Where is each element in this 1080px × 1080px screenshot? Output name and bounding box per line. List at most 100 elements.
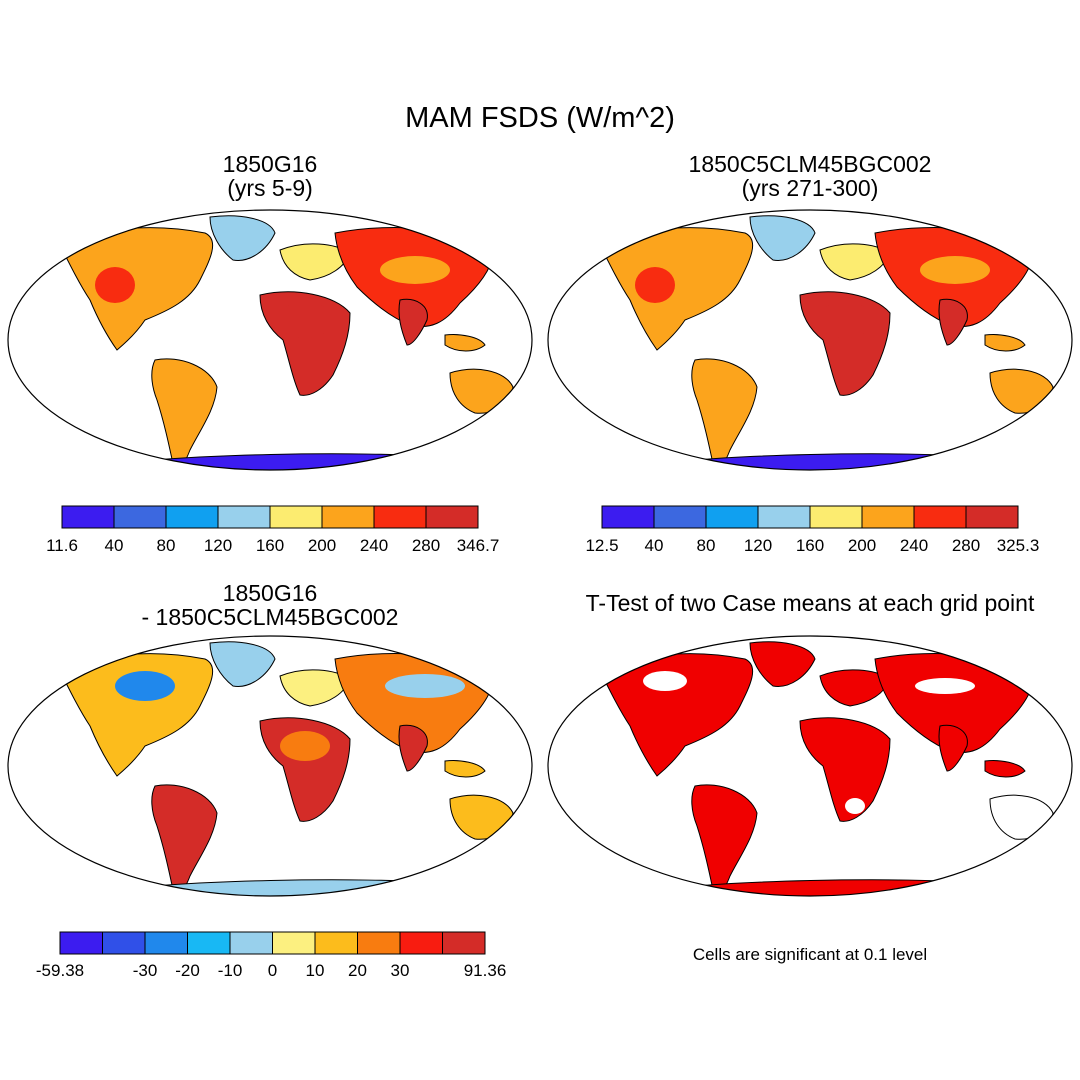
panel-1-colorbar-swatch: [373, 505, 427, 529]
panel-2-colorbar-swatch: [861, 505, 915, 529]
panel-1-colorbar-tick-label: 346.7: [456, 536, 500, 555]
panel-4-north-america-landmass: [599, 653, 754, 777]
panel-1-north-america-landmass: [59, 227, 214, 351]
panel-1-colorbar-tick-label: 80: [156, 536, 176, 555]
panel-2-case-name: 1850C5CLM45BGC002: [688, 151, 932, 177]
panel-4-africa-landmass: [799, 717, 891, 822]
panel-3-colorbar-labels: -59.38 -30 -20 -10 0 10 20 30 91.36: [36, 961, 506, 983]
panel-2-greenland-landmass: [749, 215, 816, 261]
panel-3-colorbar-swatch: [399, 931, 443, 955]
panel-4-map-border: [547, 635, 1073, 897]
panel-3-colorbar-tick-label: -10: [217, 961, 243, 980]
panel-4-europe-landmass: [819, 669, 891, 707]
panel-2-india-landmass: [938, 298, 968, 346]
panel-2-colorbar-swatch: [601, 505, 655, 529]
panel-2-colorbar-swatch: [809, 505, 863, 529]
panel-3-colorbar-tick-label: -30: [132, 961, 158, 980]
panel-1-years: (yrs 5-9): [227, 175, 313, 201]
panel-1-colorbar-tick-label: 40: [104, 536, 124, 555]
panel-3-colorbar-tick-label: 0: [267, 961, 278, 980]
panel-2-colorbar-tick-label: 120: [743, 536, 773, 555]
panel-3-minus-case: - 1850C5CLM45BGC002: [141, 604, 399, 630]
panel-4-nonsig-patch: [915, 678, 975, 694]
panel-1-greenland-landmass: [209, 215, 276, 261]
panel-2-colorbar: [601, 505, 1019, 529]
panel-3-colorbar-swatch: [442, 931, 486, 955]
panel-4-india-landmass: [938, 724, 968, 772]
panel-2-colorbar-tick-label: 160: [795, 536, 825, 555]
panel-3-colorbar-swatch: [314, 931, 358, 955]
panel-3-map-border: [7, 635, 533, 897]
panel-2-title: 1850C5CLM45BGC002 (yrs 271-300): [610, 152, 1010, 200]
significance-note: Cells are significant at 0.1 level: [692, 945, 928, 964]
panel-2-colorbar-tick-label: 40: [644, 536, 664, 555]
panel-3-greenland-landmass: [209, 641, 276, 687]
panel-1-colorbar: [61, 505, 479, 529]
panel-1-us-patch: [95, 267, 135, 303]
panel-2-colorbar-swatch: [653, 505, 707, 529]
panel-1-map: [7, 209, 533, 471]
panel-4-greenland-landmass: [749, 641, 816, 687]
panel-3-colorbar-swatch: [59, 931, 103, 955]
panel-1-colorbar-swatch: [217, 505, 271, 529]
panel-2-colorbar-tick-label: 280: [951, 536, 981, 555]
panel-3-colorbar-tick-label: -59.38: [35, 961, 85, 980]
panel-3-colorbar-tick-label: -20: [175, 961, 200, 980]
panel-1-antarctica-landmass: [99, 453, 450, 470]
panel-3-antarctica-landmass: [99, 879, 450, 896]
panel-1-sahara-patch: [277, 302, 333, 338]
figure-title: MAM FSDS (W/m^2): [405, 102, 675, 134]
panel-3-title: 1850G16 - 1850C5CLM45BGC002: [70, 581, 470, 629]
panel-1-colorbar-tick-label: 280: [411, 536, 441, 555]
panel-2-map-border: [547, 209, 1073, 471]
panel-1-europe-landmass: [279, 243, 351, 281]
panel-1-colorbar-swatch: [425, 505, 479, 529]
panel-3-colorbar-swatch: [229, 931, 273, 955]
panel-3-colorbar-tick-label: 10: [305, 961, 325, 980]
panel-2-colorbar-tick-label: 325.3: [996, 536, 1040, 555]
panel-2-colorbar-swatch: [965, 505, 1019, 529]
panel-3-europe-landmass: [279, 669, 351, 707]
panel-2-colorbar-tick-label: 240: [899, 536, 929, 555]
panel-3-india-landmass: [398, 724, 428, 772]
panel-1-colorbar-swatch: [113, 505, 167, 529]
panel-3-sahara-patch: [280, 731, 330, 761]
panel-3-colorbar-tick-label: 20: [348, 961, 367, 980]
panel-2-europe-landmass: [819, 243, 891, 281]
panel-3-colorbar-swatch: [357, 931, 401, 955]
panel-1-colorbar-swatch: [61, 505, 115, 529]
panel-1-india-landmass: [398, 298, 428, 346]
panel-1-map-border: [7, 209, 533, 471]
panel-1-colorbar-swatch: [321, 505, 375, 529]
panel-4-title: T-Test of two Case means at each grid po…: [585, 590, 1035, 616]
panel-2-north-america-landmass: [599, 227, 754, 351]
panel-2-colorbar-tick-label: 200: [847, 536, 877, 555]
panel-2-years: (yrs 271-300): [741, 175, 879, 201]
panel-3-canada-patch: [115, 671, 175, 701]
panel-2-antarctica-landmass: [639, 453, 990, 470]
panel-2-sahara-patch: [817, 302, 873, 338]
panel-3-maritime-continent-landmass: [444, 760, 486, 778]
panel-3-colorbar-tick-label: 30: [390, 961, 410, 980]
panel-4-nonsig-patch: [845, 798, 865, 814]
panel-1-siberia-patch: [380, 256, 450, 284]
panel-3-colorbar-swatch: [144, 931, 188, 955]
panel-3-siberia-patch: [385, 674, 465, 698]
panel-1-colorbar-swatch: [165, 505, 219, 529]
panel-3-colorbar-swatch: [187, 931, 231, 955]
panel-2-colorbar-swatch: [757, 505, 811, 529]
panel-3-colorbar: [59, 931, 486, 955]
panel-4-ttest-map: [547, 635, 1073, 897]
panel-1-maritime-continent-landmass: [444, 334, 486, 352]
panel-1-colorbar-tick-label: 200: [307, 536, 337, 555]
panel-1-colorbar-swatch: [269, 505, 323, 529]
panel-2-colorbar-swatch: [705, 505, 759, 529]
panel-1-colorbar-labels: 11.6 40 80 120 160 200 240 280 346.7: [46, 536, 499, 558]
panel-2-us-patch: [635, 267, 675, 303]
panel-2-map: [547, 209, 1073, 471]
panel-4-nonsig-patch: [643, 671, 687, 691]
panel-3-colorbar-swatch: [272, 931, 316, 955]
panel-2-colorbar-tick-label: 12.5: [585, 536, 619, 555]
panel-1-colorbar-tick-label: 160: [255, 536, 285, 555]
panel-4-maritime-continent-landmass: [984, 760, 1026, 778]
